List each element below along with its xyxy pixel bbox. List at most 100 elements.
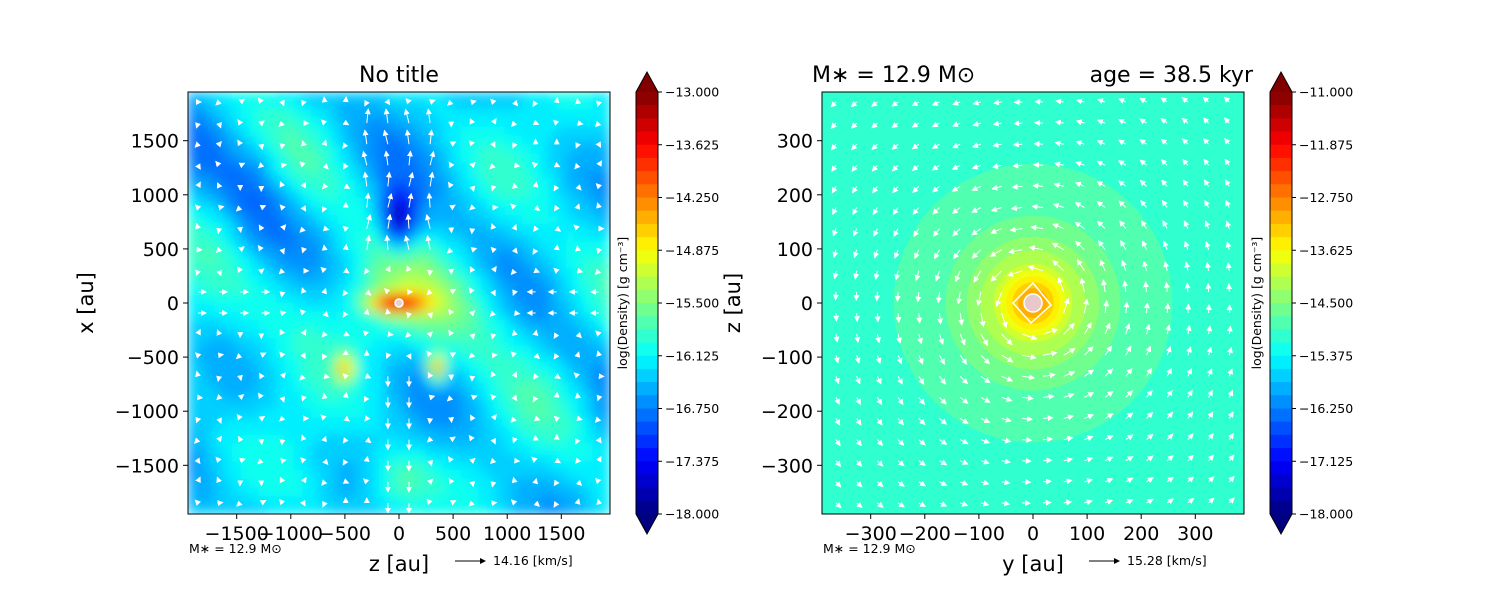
density-cell: [258, 496, 268, 506]
density-cell: [293, 399, 303, 410]
density-cell: [231, 303, 242, 313]
density-cell: [231, 443, 242, 454]
density-cell: [425, 390, 435, 401]
velocity-arrow: [875, 334, 882, 344]
density-cell: [258, 179, 268, 190]
density-cell: [363, 399, 374, 410]
density-cell: [557, 206, 567, 216]
velocity-arrow: [918, 376, 925, 385]
density-cell: [530, 505, 541, 514]
colorbar-band: [1270, 105, 1292, 119]
density-cell: [495, 250, 506, 260]
density-cell: [346, 355, 356, 366]
density-cell: [302, 426, 312, 436]
left-panel: No title −1500−1000−500 0 500 1000 1500 −150…: [74, 63, 611, 576]
velocity-arrow: [511, 223, 517, 231]
density-cell: [583, 179, 594, 190]
density-cell: [478, 179, 488, 190]
density-cell: [416, 505, 427, 514]
density-cell: [478, 267, 488, 278]
density-cell: [478, 426, 488, 436]
density-cell: [460, 294, 471, 304]
density-cell: [530, 232, 541, 243]
density-cell: [548, 162, 558, 172]
density-cell: [390, 188, 400, 199]
density-cell: [337, 144, 347, 155]
density-cell: [460, 434, 471, 445]
density-cell: [425, 250, 435, 260]
velocity-arrow: [952, 228, 961, 237]
density-cell: [390, 461, 400, 471]
density-cell: [363, 408, 374, 418]
density-cell: [486, 329, 497, 339]
density-cell: [390, 496, 400, 506]
density-cell: [188, 215, 198, 225]
density-cell: [196, 92, 207, 102]
density-cell: [275, 355, 286, 366]
density-cell: [258, 118, 268, 128]
velocity-arrow: [195, 352, 202, 359]
density-cell: [214, 470, 224, 480]
density-cell: [293, 259, 303, 269]
density-cell: [513, 179, 523, 190]
density-cell: [337, 171, 347, 181]
density-cell: [293, 443, 303, 454]
velocity-arrow: [469, 161, 476, 169]
density-cell: [188, 382, 198, 392]
velocity-arrow: [834, 376, 840, 385]
density-cell: [311, 470, 321, 480]
density-cell: [504, 311, 514, 322]
velocity-arrow: [897, 397, 904, 406]
density-cell: [319, 443, 330, 454]
density-cell: [214, 338, 224, 348]
density-cell: [416, 434, 427, 445]
density-cell: [372, 223, 383, 234]
density-cell: [469, 399, 479, 410]
density-cell: [275, 452, 286, 462]
velocity-arrow: [469, 480, 476, 488]
velocity-arrow: [831, 165, 838, 173]
density-cell: [495, 373, 506, 383]
density-cell: [557, 329, 567, 339]
density-cell: [196, 364, 207, 375]
density-cell: [196, 452, 207, 462]
density-cell: [337, 92, 347, 102]
density-cell: [601, 188, 610, 199]
density-cell: [583, 259, 594, 269]
density-cell: [372, 478, 383, 489]
density-cell: [407, 118, 418, 128]
velocity-arrow: [1001, 354, 1014, 363]
density-cell: [425, 285, 435, 295]
colorbar-tick-label: −12.750: [1299, 190, 1353, 205]
velocity-arrow: [490, 184, 497, 192]
velocity-arrow: [216, 329, 223, 336]
density-cell: [539, 470, 550, 480]
density-cell: [442, 135, 453, 146]
density-cell: [469, 188, 479, 199]
right-mass-note: M∗ = 12.9 M⊙: [823, 541, 916, 556]
density-cell: [302, 311, 312, 322]
velocity-arrow: [1228, 475, 1235, 483]
density-cell: [486, 496, 497, 506]
velocity-arrow: [1063, 457, 1074, 463]
density-cell: [249, 232, 260, 243]
density-cell: [425, 127, 435, 137]
density-cell: [557, 144, 567, 155]
velocity-arrow: [1063, 297, 1070, 314]
velocity-arrow: [1075, 140, 1085, 147]
velocity-arrow: [575, 97, 582, 105]
density-cell: [196, 311, 207, 322]
velocity-arrow: [1083, 322, 1092, 335]
density-cell: [231, 461, 242, 471]
density-cell: [469, 267, 479, 278]
velocity-arrow: [321, 479, 328, 486]
density-cell: [328, 461, 339, 471]
density-cell: [188, 294, 198, 304]
density-cell: [601, 241, 610, 251]
density-cell: [275, 294, 286, 304]
velocity-arrow: [469, 185, 476, 193]
velocity-arrow: [236, 413, 243, 421]
density-cell: [522, 434, 532, 445]
density-cell: [258, 443, 268, 454]
density-cell: [293, 487, 303, 498]
